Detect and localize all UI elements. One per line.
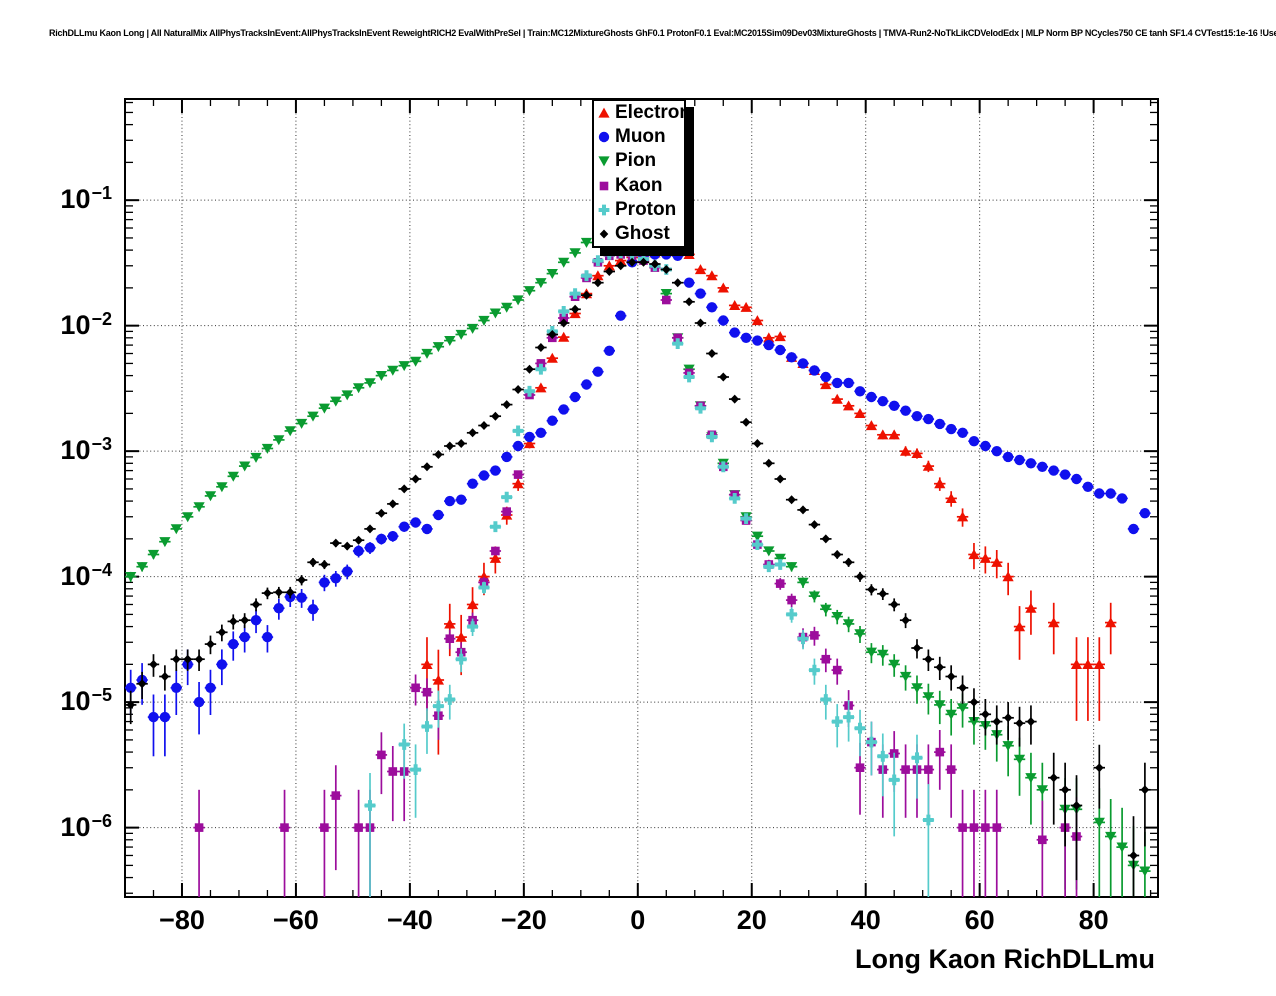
legend-item-kaon: Kaon [594,174,684,198]
y-tick-base: 10 [60,435,91,465]
y-tick-label: 10−4 [30,559,112,592]
legend-label: Kaon [615,174,663,196]
series-muon [125,249,1151,757]
y-tick-base: 10 [60,812,91,842]
legend-item-ghost: Ghost [594,222,684,246]
marker-electron-icon [598,107,610,118]
y-tick-label: 10−3 [30,433,112,466]
legend-label: Proton [615,198,677,220]
y-tick-base: 10 [60,184,91,214]
x-tick-label: −20 [500,905,547,935]
series-ghost [125,257,1151,897]
legend-label: Muon [615,126,666,148]
legend-label: Pion [615,150,657,172]
y-tick-exponent: −4 [91,560,112,580]
marker-pion-icon [598,156,610,167]
x-tick-label: 20 [736,905,767,935]
y-tick-base: 10 [60,310,91,340]
y-tick-exponent: −2 [91,309,112,329]
x-tick-label: −40 [386,905,433,935]
y-tick-label: 10−5 [30,684,112,717]
marker-proton-icon [598,204,610,216]
marker-kaon-icon [599,181,609,190]
x-tick-label: 0 [630,905,646,935]
legend-item-proton: Proton [594,198,684,222]
legend-label: Ghost [615,222,670,244]
series-electron [421,246,1117,755]
y-tick-base: 10 [60,686,91,716]
legend-item-electron: Electron [594,101,691,125]
legend: Electron Muon Pion Kaon Proton Ghost [592,99,691,248]
y-tick-label: 10−2 [30,308,112,341]
y-tick-exponent: −1 [91,183,112,203]
marker-ghost-icon [599,229,609,239]
y-tick-label: 10−6 [30,810,112,843]
y-tick-exponent: −5 [91,685,112,705]
y-tick-base: 10 [60,561,91,591]
x-tick-label: −80 [159,905,205,935]
x-tick-label: 40 [850,905,881,935]
x-tick-label: −60 [273,905,319,935]
series-proton [364,247,935,897]
y-tick-label: 10−1 [30,182,112,215]
legend-item-pion: Pion [594,149,684,173]
legend-item-muon: Muon [594,125,684,149]
x-tick-label: 80 [1078,905,1109,935]
y-tick-exponent: −6 [91,811,112,831]
x-axis-title: Long Kaon RichDLLmu [855,944,1155,974]
plot-title: RichDLLmu Kaon Long | All NaturalMix All… [49,28,1276,38]
legend-label: Electron [615,102,692,124]
y-tick-exponent: −3 [91,434,112,454]
x-tick-label: 60 [964,905,995,935]
marker-muon-icon [598,132,610,143]
